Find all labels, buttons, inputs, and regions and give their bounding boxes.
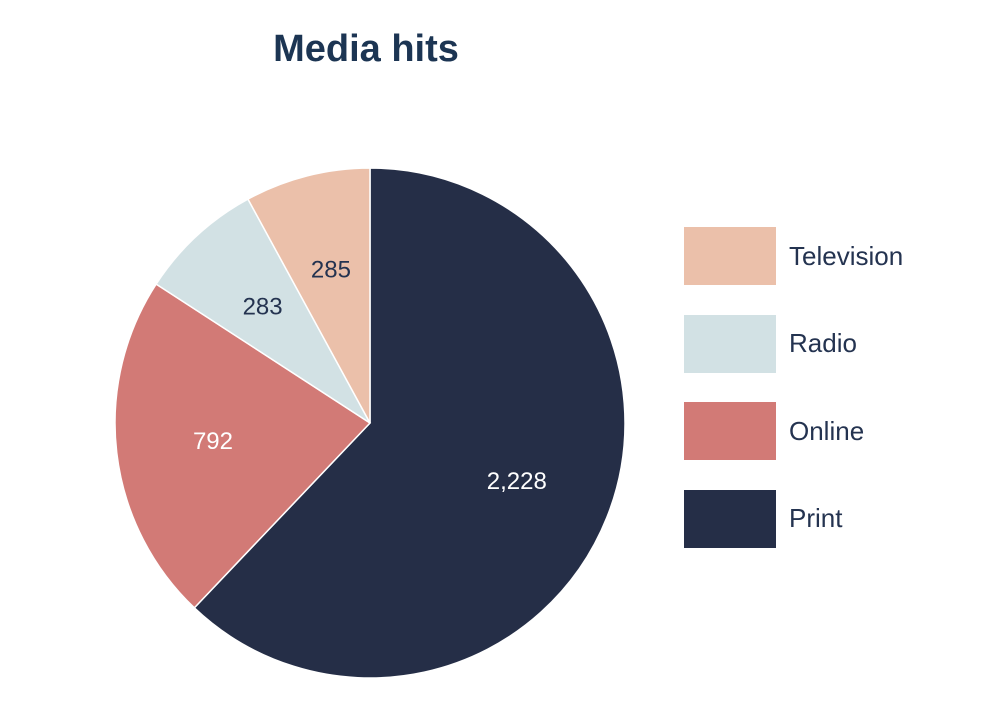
legend-label-print: Print [789,503,843,533]
legend-label-online: Online [789,415,865,446]
legend-item-online[interactable]: Online [684,402,903,460]
pie-slice-print[interactable] [193,167,626,679]
pie-slice-online[interactable] [114,283,372,609]
slice-label-radio: 283 [243,293,283,320]
legend-label-television: Television [789,240,904,271]
legend-item-radio[interactable]: Radio [684,314,903,373]
legend-swatch-print [684,489,776,548]
legend: Television Radio Online Print [684,227,903,577]
legend-label-radio: Radio [789,328,857,358]
legend-swatch-online [684,402,776,460]
legend-item-television[interactable]: Television [684,227,903,285]
legend-swatch-television [684,227,776,285]
pie-slice-radio[interactable] [155,198,371,424]
slice-label-television: 285 [311,256,351,283]
slice-label-print: 2,228 [487,468,547,495]
chart-title: Media hits [273,28,459,70]
legend-swatch-radio [684,314,776,373]
pie-slice-television[interactable] [246,167,371,424]
legend-item-print[interactable]: Print [684,489,903,548]
slice-label-online: 792 [193,428,233,455]
